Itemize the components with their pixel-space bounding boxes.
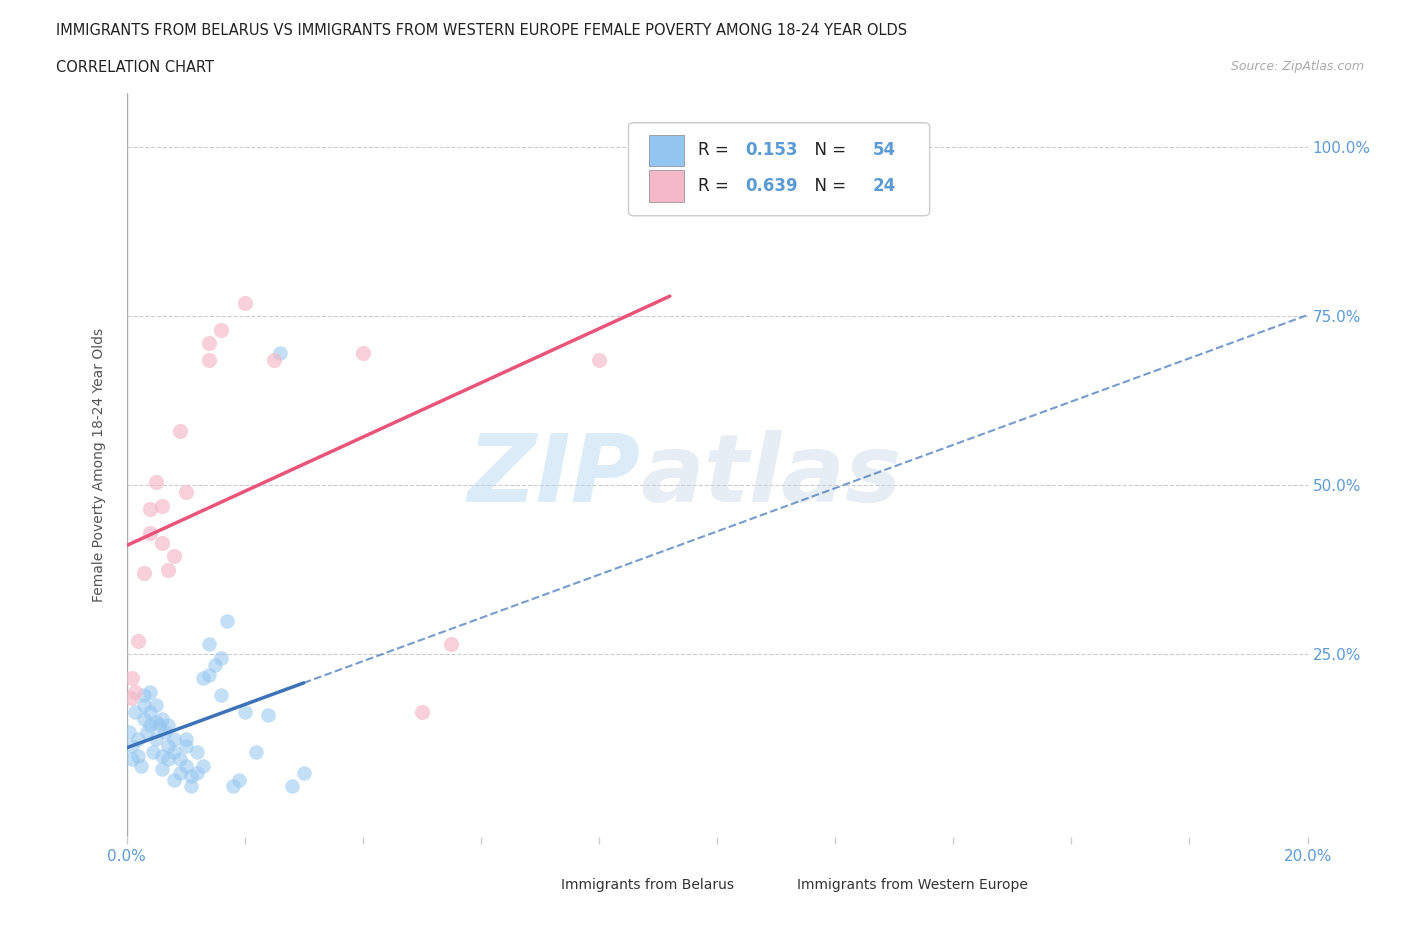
Point <box>180 769 202 784</box>
Point <box>198 352 221 367</box>
Point <box>136 724 159 739</box>
Point <box>174 485 197 499</box>
Point <box>129 759 153 774</box>
Text: 0.639: 0.639 <box>745 177 799 195</box>
Point <box>127 732 149 747</box>
Point <box>139 525 162 540</box>
Point <box>150 711 173 726</box>
Point <box>193 759 215 774</box>
Point <box>174 759 197 774</box>
Text: Immigrants from Western Europe: Immigrants from Western Europe <box>797 878 1028 893</box>
Point <box>198 336 221 351</box>
Point <box>153 724 176 739</box>
Point <box>142 745 165 760</box>
Point <box>134 565 156 580</box>
Point <box>169 424 191 439</box>
Point <box>121 751 143 766</box>
FancyBboxPatch shape <box>522 878 551 904</box>
Point <box>150 498 173 513</box>
Text: R =: R = <box>699 177 734 195</box>
Text: 24: 24 <box>873 177 896 195</box>
Point <box>148 718 170 733</box>
Point <box>121 738 143 753</box>
Point <box>150 762 173 777</box>
FancyBboxPatch shape <box>758 878 787 904</box>
Text: 54: 54 <box>873 141 896 159</box>
Point <box>139 704 162 719</box>
Point <box>163 772 186 787</box>
Point <box>186 745 208 760</box>
Point <box>127 633 149 648</box>
Text: CORRELATION CHART: CORRELATION CHART <box>56 60 214 75</box>
Point <box>124 684 146 699</box>
Point <box>169 765 191 780</box>
Point <box>198 637 221 652</box>
Text: IMMIGRANTS FROM BELARUS VS IMMIGRANTS FROM WESTERN EUROPE FEMALE POVERTY AMONG 1: IMMIGRANTS FROM BELARUS VS IMMIGRANTS FR… <box>56 23 907 38</box>
Point <box>145 474 167 489</box>
Point <box>180 778 202 793</box>
Point <box>134 711 156 726</box>
Text: R =: R = <box>699 141 734 159</box>
Point <box>186 765 208 780</box>
Point <box>127 749 149 764</box>
Point <box>163 745 186 760</box>
Point <box>588 352 610 367</box>
Point <box>281 778 304 793</box>
Point <box>263 352 285 367</box>
Point <box>118 724 141 739</box>
Point <box>156 718 179 733</box>
Point <box>156 751 179 766</box>
Point <box>209 650 232 665</box>
Point <box>215 613 238 628</box>
Point <box>352 346 374 361</box>
Point <box>174 738 197 753</box>
FancyBboxPatch shape <box>648 135 683 166</box>
Point <box>124 704 146 719</box>
Point <box>150 536 173 551</box>
Point <box>163 549 186 564</box>
Point <box>209 687 232 702</box>
Point <box>163 732 186 747</box>
Point <box>233 295 256 310</box>
Point <box>411 704 433 719</box>
Point <box>233 704 256 719</box>
FancyBboxPatch shape <box>628 123 929 216</box>
Point <box>193 671 215 685</box>
Point <box>269 346 291 361</box>
Text: 0.153: 0.153 <box>745 141 797 159</box>
Point <box>647 140 669 154</box>
Point <box>228 772 250 787</box>
Point <box>198 667 221 682</box>
Point <box>120 691 142 706</box>
Point <box>145 732 167 747</box>
Point <box>169 751 191 766</box>
Point <box>209 323 232 338</box>
Text: Source: ZipAtlas.com: Source: ZipAtlas.com <box>1230 60 1364 73</box>
Text: N =: N = <box>804 141 852 159</box>
Point <box>204 658 226 672</box>
Point <box>156 563 179 578</box>
Point <box>222 778 245 793</box>
Point <box>134 687 156 702</box>
Point <box>145 714 167 729</box>
Point <box>139 684 162 699</box>
Point <box>150 749 173 764</box>
Text: N =: N = <box>804 177 852 195</box>
Point <box>134 698 156 712</box>
Text: atlas: atlas <box>640 431 901 522</box>
Point <box>139 501 162 516</box>
FancyBboxPatch shape <box>648 170 683 202</box>
Point <box>245 745 267 760</box>
Point <box>139 718 162 733</box>
Point <box>174 732 197 747</box>
Y-axis label: Female Poverty Among 18-24 Year Olds: Female Poverty Among 18-24 Year Olds <box>91 328 105 602</box>
Point <box>292 765 315 780</box>
Point <box>121 671 143 685</box>
Point <box>156 738 179 753</box>
Text: Immigrants from Belarus: Immigrants from Belarus <box>561 878 734 893</box>
Point <box>257 708 280 723</box>
Point <box>440 637 463 652</box>
Point <box>145 698 167 712</box>
Text: ZIP: ZIP <box>467 431 640 522</box>
